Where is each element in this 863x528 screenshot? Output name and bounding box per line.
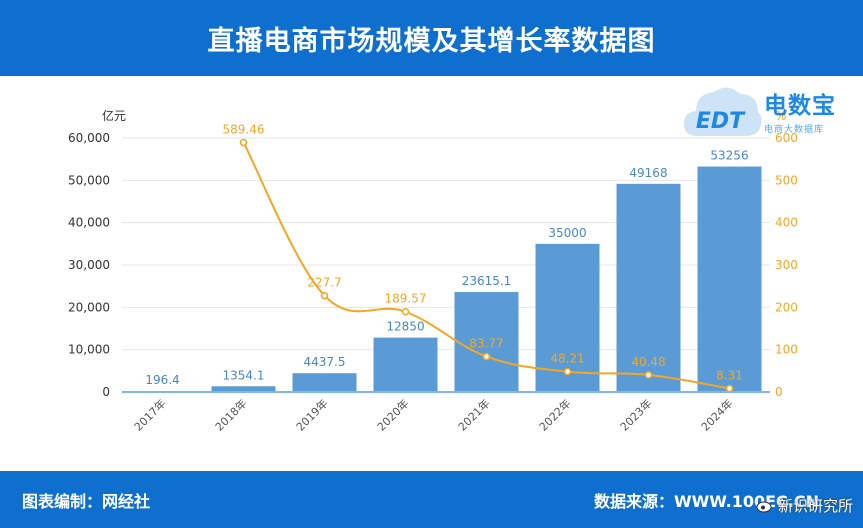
cloud-logo-icon: EDT <box>680 78 764 148</box>
line-point <box>403 309 409 315</box>
bar-value-label: 53256 <box>710 149 748 163</box>
bar <box>293 373 357 392</box>
left-axis-tick-label: 20,000 <box>68 300 110 314</box>
left-axis-tick-label: 40,000 <box>68 216 110 230</box>
chart-header: 直播电商市场规模及其增长率数据图 <box>0 0 863 76</box>
line-value-label: 589.46 <box>223 122 265 136</box>
bar <box>698 167 762 392</box>
x-axis-tick-label: 2018年 <box>212 396 249 433</box>
bar-value-label: 35000 <box>548 226 586 240</box>
left-axis-tick-label: 0 <box>102 385 110 399</box>
bar-value-label: 49168 <box>629 166 667 180</box>
weibo-icon <box>756 499 774 513</box>
bar-value-label: 4437.5 <box>304 355 346 369</box>
left-axis-tick-label: 60,000 <box>68 131 110 145</box>
svg-text:EDT: EDT <box>696 109 746 134</box>
bar <box>374 338 438 392</box>
line-point <box>646 372 652 378</box>
line-point <box>565 369 571 375</box>
chart-title: 直播电商市场规模及其增长率数据图 <box>208 19 656 58</box>
bar-value-label: 196.4 <box>145 373 179 387</box>
right-axis-tick-label: 100 <box>775 343 798 357</box>
right-axis-tick-label: 200 <box>775 300 798 314</box>
bar-value-label: 12850 <box>386 320 424 334</box>
left-axis-title: 亿元 <box>102 108 126 123</box>
left-axis-tick-label: 50,000 <box>68 173 110 187</box>
right-axis-tick-label: 0 <box>775 385 783 399</box>
line-value-label: 48.21 <box>550 352 584 366</box>
weibo-watermark: 新识研究所 <box>756 495 853 516</box>
right-axis-tick-label: 500 <box>775 173 798 187</box>
chart-footer: 图表编制：网经社 数据来源：WWW.100EC.CN 新识研究所 <box>0 471 863 528</box>
left-axis-tick-label: 30,000 <box>68 258 110 272</box>
line-value-label: 227.7 <box>307 276 341 290</box>
x-axis-tick-label: 2021年 <box>455 396 492 433</box>
bar-value-label: 23615.1 <box>462 274 512 288</box>
line-value-label: 40.48 <box>631 355 665 369</box>
line-point <box>727 385 733 391</box>
line-point <box>484 354 490 360</box>
logo-main-text: 电数宝 <box>764 86 836 120</box>
x-axis-tick-label: 2022年 <box>536 396 573 433</box>
logo-sub-text: 电商大数据库 <box>764 122 824 135</box>
left-axis-tick-label: 10,000 <box>68 343 110 357</box>
x-axis-tick-label: 2017年 <box>131 396 168 433</box>
line-point <box>241 139 247 145</box>
watermark-name: 新识研究所 <box>778 495 853 516</box>
x-axis-tick-label: 2020年 <box>374 396 411 433</box>
x-axis-tick-label: 2019年 <box>293 396 330 433</box>
line-value-label: 83.77 <box>469 337 503 351</box>
x-axis-tick-label: 2023年 <box>617 396 654 433</box>
right-axis-tick-label: 400 <box>775 216 798 230</box>
line-point <box>322 293 328 299</box>
x-axis-tick-label: 2024年 <box>698 396 735 433</box>
line-value-label: 8.31 <box>716 368 743 382</box>
footer-editor: 图表编制：网经社 <box>22 488 150 512</box>
line-value-label: 189.57 <box>385 292 427 306</box>
bar-value-label: 1354.1 <box>223 368 265 382</box>
edt-logo: EDT 电数宝 电商大数据库 <box>680 78 860 150</box>
right-axis-tick-label: 300 <box>775 258 798 272</box>
